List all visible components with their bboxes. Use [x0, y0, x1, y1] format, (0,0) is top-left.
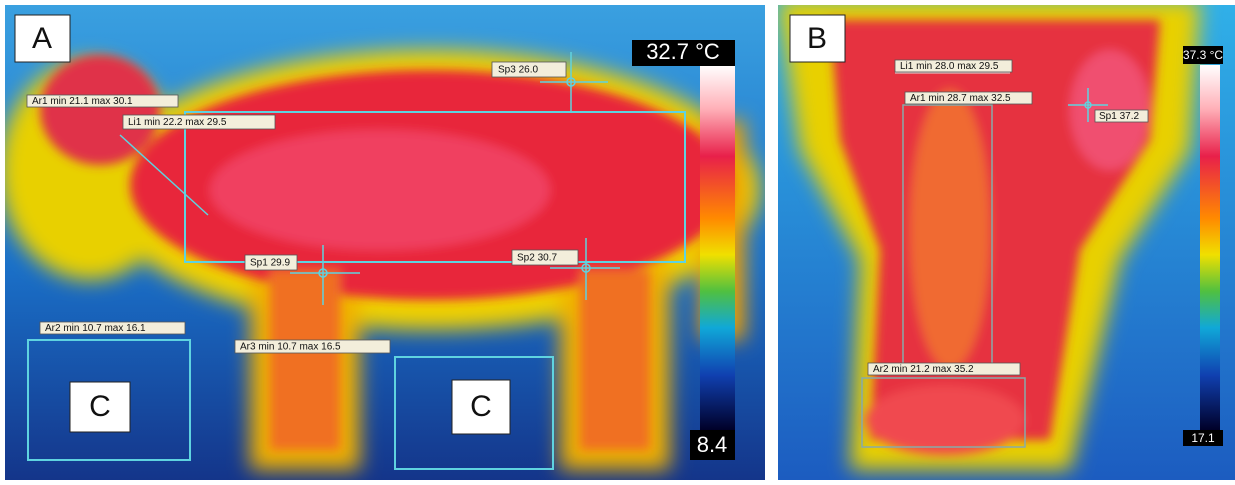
region-label: C — [452, 380, 510, 434]
annotation: Sp1 29.9 — [245, 255, 297, 270]
annotation-text: Sp1 37.2 — [1099, 111, 1139, 122]
annotation: Li1 min 28.0 max 29.5 — [895, 60, 1012, 72]
annotation: Ar2 min 21.2 max 35.2 — [868, 363, 1020, 375]
scale-max: 37.3 °C — [1183, 48, 1223, 62]
annotation-text: Li1 min 22.2 max 29.5 — [128, 117, 227, 128]
annotation-text: Li1 min 28.0 max 29.5 — [900, 61, 999, 72]
panel-label: B — [790, 15, 845, 62]
annotation: Ar3 min 10.7 max 16.5 — [235, 340, 390, 353]
annotation-text: Ar2 min 10.7 max 16.1 — [45, 323, 146, 334]
figure: Ar1 min 21.1 max 30.1 Li1 min 22.2 max 2… — [0, 0, 1235, 485]
annotation: Sp3 26.0 — [492, 62, 566, 77]
annotation: Ar1 min 21.1 max 30.1 — [27, 95, 178, 107]
panel-letter: A — [32, 22, 52, 55]
annotation-text: Sp1 29.9 — [250, 258, 290, 269]
scale-min: 8.4 — [697, 432, 728, 457]
region-label: C — [70, 382, 130, 432]
annotation: Sp2 30.7 — [512, 250, 578, 265]
region-text: C — [470, 390, 492, 423]
annotation: Sp1 37.2 — [1095, 110, 1148, 122]
panel-letter: B — [807, 22, 827, 55]
annotation-text: Sp3 26.0 — [498, 65, 538, 76]
color-bar — [700, 65, 735, 430]
annotation-text: Ar3 min 10.7 max 16.5 — [240, 342, 341, 353]
scale-max: 32.7 °C — [646, 39, 720, 64]
annotation-text: Ar2 min 21.2 max 35.2 — [873, 364, 974, 375]
annotation-text: Ar1 min 28.7 max 32.5 — [910, 93, 1011, 104]
region-text: C — [89, 390, 111, 423]
annotation-text: Sp2 30.7 — [517, 253, 557, 264]
annotation: Ar1 min 28.7 max 32.5 — [905, 92, 1032, 104]
annotation-text: Ar1 min 21.1 max 30.1 — [32, 96, 133, 107]
panel-label: A — [15, 15, 70, 62]
annotation: Li1 min 22.2 max 29.5 — [123, 115, 275, 129]
color-bar — [1200, 65, 1220, 430]
scale-min: 17.1 — [1191, 431, 1215, 445]
annotation: Ar2 min 10.7 max 16.1 — [40, 322, 185, 334]
